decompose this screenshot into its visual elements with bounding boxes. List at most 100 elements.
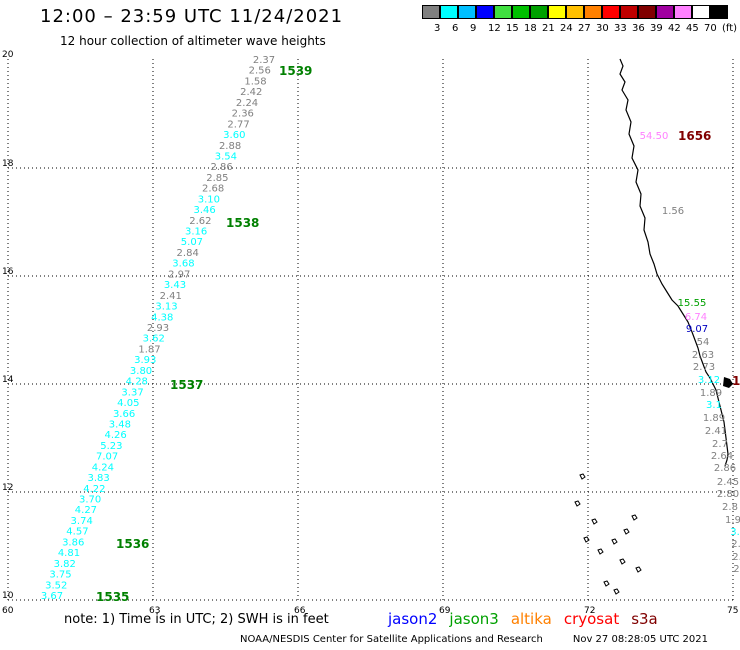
legend-swatch bbox=[566, 5, 584, 19]
wave-height-value: 3.80 bbox=[130, 366, 152, 377]
legend-label: 27 bbox=[578, 23, 591, 34]
wave-height-value: 3.66 bbox=[113, 409, 135, 420]
wave-height-value: 2.86 bbox=[714, 463, 736, 474]
island bbox=[603, 580, 610, 587]
y-tick-label: 10 bbox=[2, 591, 14, 601]
legend-swatch bbox=[512, 5, 530, 19]
wave-height-value: 3.83 bbox=[88, 473, 110, 484]
legend-swatch bbox=[584, 5, 602, 19]
island bbox=[723, 377, 733, 388]
island bbox=[583, 536, 590, 543]
wave-height-value: 2. bbox=[732, 552, 740, 563]
wave-height-value: 2.24 bbox=[236, 98, 258, 109]
wave-height-value: 54.50 bbox=[640, 131, 669, 142]
legend-label: 39 bbox=[650, 23, 663, 34]
wave-height-value: 4.05 bbox=[117, 398, 139, 409]
y-tick-label: 16 bbox=[2, 267, 14, 277]
wave-height-value: 3.10 bbox=[198, 194, 220, 205]
credit-org: NOAA/NESDIS Center for Satellite Applica… bbox=[240, 634, 543, 645]
wave-height-value: 2.8 bbox=[722, 502, 738, 513]
legend-swatch bbox=[476, 5, 494, 19]
wave-height-value: 15.55 bbox=[678, 298, 707, 309]
wave-height-value: 3.67 bbox=[41, 591, 63, 602]
wave-height-value: 1.58 bbox=[244, 76, 266, 87]
wave-height-value: 3.93 bbox=[134, 355, 156, 366]
legend-label: 6 bbox=[452, 23, 459, 34]
wave-height-value: 2.86 bbox=[210, 162, 232, 173]
island bbox=[619, 558, 626, 565]
y-tick-label: 20 bbox=[2, 50, 14, 60]
wave-height-value: 4.26 bbox=[104, 430, 126, 441]
legend-label: 12 bbox=[488, 23, 501, 34]
track-time-label: 1 bbox=[732, 374, 740, 388]
map-subtitle: 12 hour collection of altimeter wave hei… bbox=[60, 34, 326, 48]
island bbox=[597, 548, 604, 555]
map-title: 12:00 – 23:59 UTC 11/24/2021 bbox=[40, 6, 344, 27]
coastline bbox=[574, 58, 733, 595]
wave-height-value: 3.86 bbox=[62, 537, 84, 548]
island bbox=[611, 538, 618, 545]
wave-height-value: 2.45 bbox=[717, 477, 739, 488]
lat-lon-grid bbox=[7, 59, 734, 601]
wave-height-value: 5.07 bbox=[181, 237, 203, 248]
wave-height-value: 2.64 bbox=[711, 451, 733, 462]
wave-height-value: 2.37 bbox=[253, 55, 275, 66]
satellite-label-s3a: s3a bbox=[631, 610, 658, 628]
track-time-label: 1539 bbox=[279, 64, 312, 78]
wave-height-value: 2. bbox=[731, 539, 740, 550]
wave-height-value: 3.54 bbox=[215, 151, 237, 162]
legend-label: 24 bbox=[560, 23, 573, 34]
wave-height-value: 3. bbox=[730, 527, 740, 538]
legend-label: 33 bbox=[614, 23, 627, 34]
satellite-label-jason3: jason3 bbox=[449, 610, 499, 628]
legend-label: 70 bbox=[704, 23, 717, 34]
island bbox=[574, 500, 581, 507]
wave-height-value: 3.48 bbox=[109, 419, 131, 430]
track-time-label: 1537 bbox=[170, 378, 203, 392]
wave-height-value: 1.87 bbox=[138, 344, 160, 355]
legend-swatch bbox=[530, 5, 548, 19]
legend-label: 30 bbox=[596, 23, 609, 34]
wave-height-value: 2.97 bbox=[168, 269, 190, 280]
wave-height-value: 2.80 bbox=[717, 489, 739, 500]
wave-height-value: 1.56 bbox=[662, 206, 684, 217]
legend-swatch bbox=[494, 5, 512, 19]
wave-height-value: 4.24 bbox=[92, 462, 114, 473]
wave-height-value: 4.28 bbox=[126, 377, 148, 388]
footnote: note: 1) Time is in UTC; 2) SWH is in fe… bbox=[64, 612, 329, 627]
legend-swatch bbox=[710, 5, 728, 19]
wave-height-value: 3.46 bbox=[194, 205, 216, 216]
wave-height-value: 2.93 bbox=[147, 323, 169, 334]
legend-label: 15 bbox=[506, 23, 519, 34]
credit-timestamp: Nov 27 08:28:05 UTC 2021 bbox=[572, 634, 709, 645]
legend-label: 42 bbox=[668, 23, 681, 34]
wave-height-value: 3.12 bbox=[698, 375, 720, 386]
satellite-label-jason2: jason2 bbox=[388, 610, 438, 628]
wave-height-value: 4.57 bbox=[66, 527, 88, 538]
legend-swatch bbox=[458, 5, 476, 19]
wave-height-value: 3.70 bbox=[79, 495, 101, 506]
wave-height-value: 4.22 bbox=[83, 484, 105, 495]
satellite-legend: jason2 jason3 altika cryosat s3a bbox=[388, 610, 670, 628]
altimeter-track-east: 54.50 1.56 15.55 6.749.07 54 2.632.73 3.12 1.89… bbox=[640, 129, 740, 575]
wave-height-value: 2. bbox=[733, 564, 740, 575]
wave-height-value: 2.63 bbox=[692, 350, 714, 361]
legend-swatch bbox=[638, 5, 656, 19]
wave-height-value: 7.07 bbox=[96, 452, 118, 463]
wave-height-value: 3.52 bbox=[45, 580, 67, 591]
wave-height-value: 3.82 bbox=[54, 559, 76, 570]
wave-height-value: 2.41 bbox=[705, 426, 727, 437]
island bbox=[635, 566, 642, 573]
wave-height-value: 54 bbox=[697, 337, 710, 348]
legend-swatch bbox=[548, 5, 566, 19]
wave-height-value: 3.75 bbox=[49, 570, 71, 581]
x-tick-label: 75 bbox=[727, 606, 738, 616]
legend-label: 3 bbox=[434, 23, 441, 34]
wave-height-value: 2.77 bbox=[227, 119, 249, 130]
wave-height-value: 3.1 bbox=[706, 400, 722, 411]
island bbox=[623, 528, 630, 535]
wave-height-value: 3.60 bbox=[223, 130, 245, 141]
legend-label: 9 bbox=[470, 23, 477, 34]
wave-height-value: 1.89 bbox=[700, 388, 722, 399]
